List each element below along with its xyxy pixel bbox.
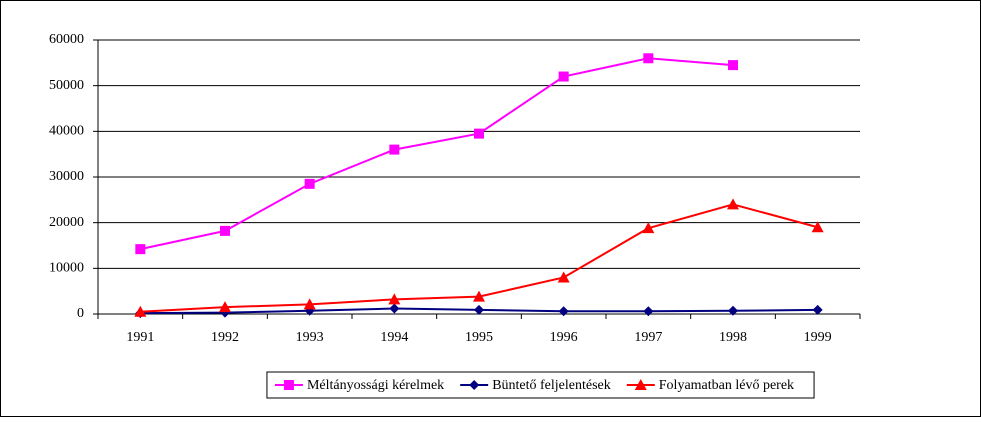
legend-box [266, 371, 815, 399]
x-tick-label: 1995 [465, 330, 493, 345]
marker [389, 303, 400, 314]
marker [303, 298, 316, 310]
y-tick-label: 60000 [49, 32, 84, 47]
marker [728, 60, 738, 71]
marker [474, 128, 484, 139]
marker [812, 304, 823, 315]
x-tick-label: 1991 [126, 330, 154, 345]
marker [643, 306, 654, 317]
marker [557, 271, 570, 283]
y-tick-label: 0 [77, 306, 84, 321]
marker [219, 301, 231, 313]
marker [643, 53, 654, 64]
y-tick-label: 50000 [49, 78, 84, 93]
y-tick-label: 10000 [49, 261, 84, 276]
marker [220, 225, 230, 236]
marker [473, 290, 485, 302]
marker [283, 380, 294, 390]
x-tick-label: 1998 [719, 330, 747, 345]
marker [389, 144, 400, 155]
x-tick-label: 1993 [296, 330, 324, 345]
x-tick-label: 1994 [380, 330, 408, 345]
marker [642, 222, 655, 234]
marker [135, 244, 146, 255]
x-tick-label: 1997 [634, 330, 662, 345]
x-tick-label: 1992 [211, 330, 239, 345]
y-tick-label: 40000 [49, 124, 84, 139]
marker [558, 306, 569, 317]
legend-label: Méltányossági kérelmek [307, 378, 444, 393]
marker [388, 293, 401, 305]
y-tick-label: 20000 [49, 215, 84, 230]
x-tick-label: 1999 [804, 330, 832, 345]
legend: Méltányossági kérelmek Büntető feljelenté… [266, 371, 815, 399]
y-tick-label: 30000 [49, 169, 84, 184]
marker [727, 198, 739, 210]
x-tick-label: 1996 [550, 330, 578, 345]
marker [634, 379, 647, 390]
marker [474, 304, 484, 315]
series-line [140, 57, 734, 251]
marker [811, 221, 824, 233]
legend-label: Folyamatban lévő perek [659, 378, 794, 393]
marker [134, 305, 147, 317]
marker [558, 71, 569, 82]
legend-label: Büntető feljelentések [492, 378, 611, 393]
marker [304, 178, 315, 189]
marker [728, 305, 738, 316]
marker [469, 380, 480, 390]
